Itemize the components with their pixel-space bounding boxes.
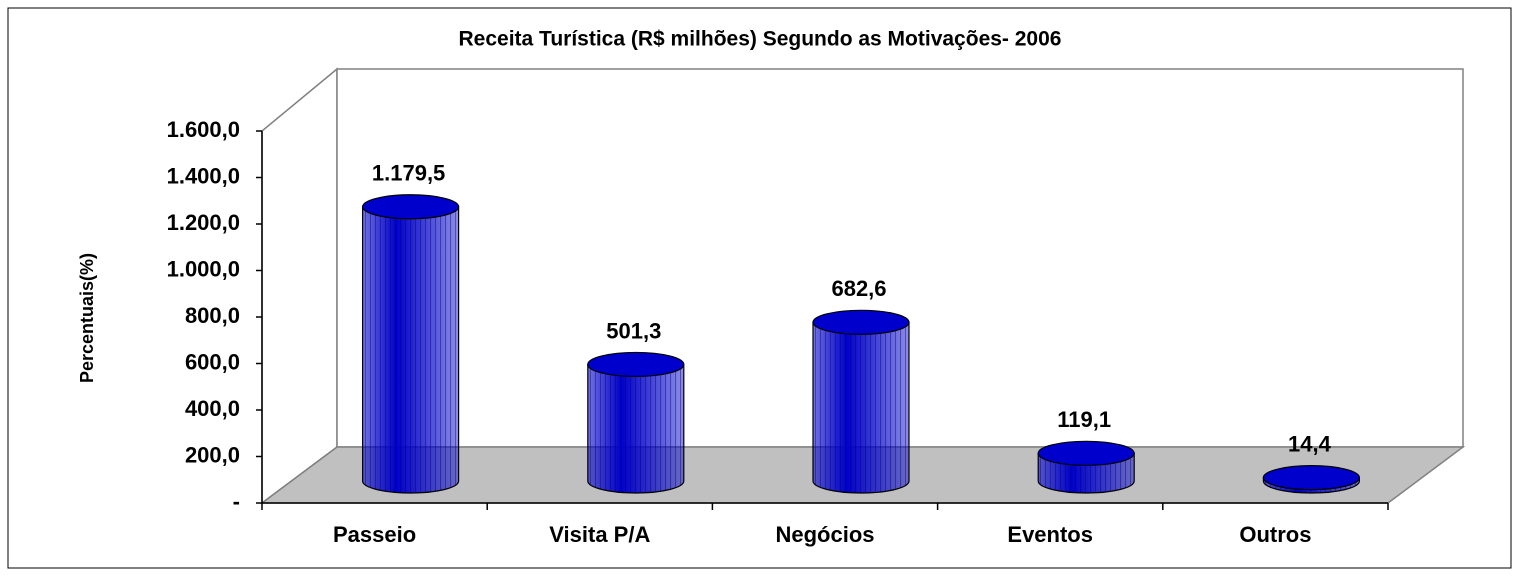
data-label: 501,3	[606, 318, 661, 343]
y-tick-label: 1.400,0	[167, 163, 240, 188]
bar-top	[1037, 440, 1135, 466]
bar-texture	[587, 364, 684, 494]
y-tick-label: 400,0	[185, 396, 240, 421]
x-tick-label: Eventos	[1007, 522, 1093, 547]
bar-top	[362, 194, 460, 220]
y-tick-label: 200,0	[185, 442, 240, 467]
bar-top	[812, 309, 910, 335]
data-label: 682,6	[831, 276, 886, 301]
y-tick-label: 800,0	[185, 303, 240, 328]
x-tick-label: Outros	[1239, 522, 1311, 547]
x-tick-label: Passeio	[333, 522, 416, 547]
y-tick-label: 1.600,0	[167, 117, 240, 142]
bar-top	[587, 351, 685, 378]
bar-texture	[362, 206, 459, 494]
left-wall	[261, 67, 338, 505]
bar-texture	[813, 322, 909, 493]
y-tick-label: 600,0	[185, 349, 240, 374]
chart-title: Receita Turística (R$ milhões) Segundo a…	[459, 28, 1062, 51]
data-label: 119,1	[1057, 407, 1111, 432]
y-tick-label: 1.200,0	[167, 210, 240, 235]
y-axis-label: Percentuais(%)	[77, 253, 97, 383]
y-tick-label: 1.000,0	[167, 256, 240, 281]
bar-top	[1262, 465, 1361, 491]
x-tick-label: Negócios	[775, 522, 874, 547]
data-label: 14,4	[1288, 431, 1332, 456]
x-tick-label: Visita P/A	[549, 522, 650, 547]
data-label: 1.179,5	[372, 161, 445, 186]
y-tick-label: -	[233, 489, 240, 514]
